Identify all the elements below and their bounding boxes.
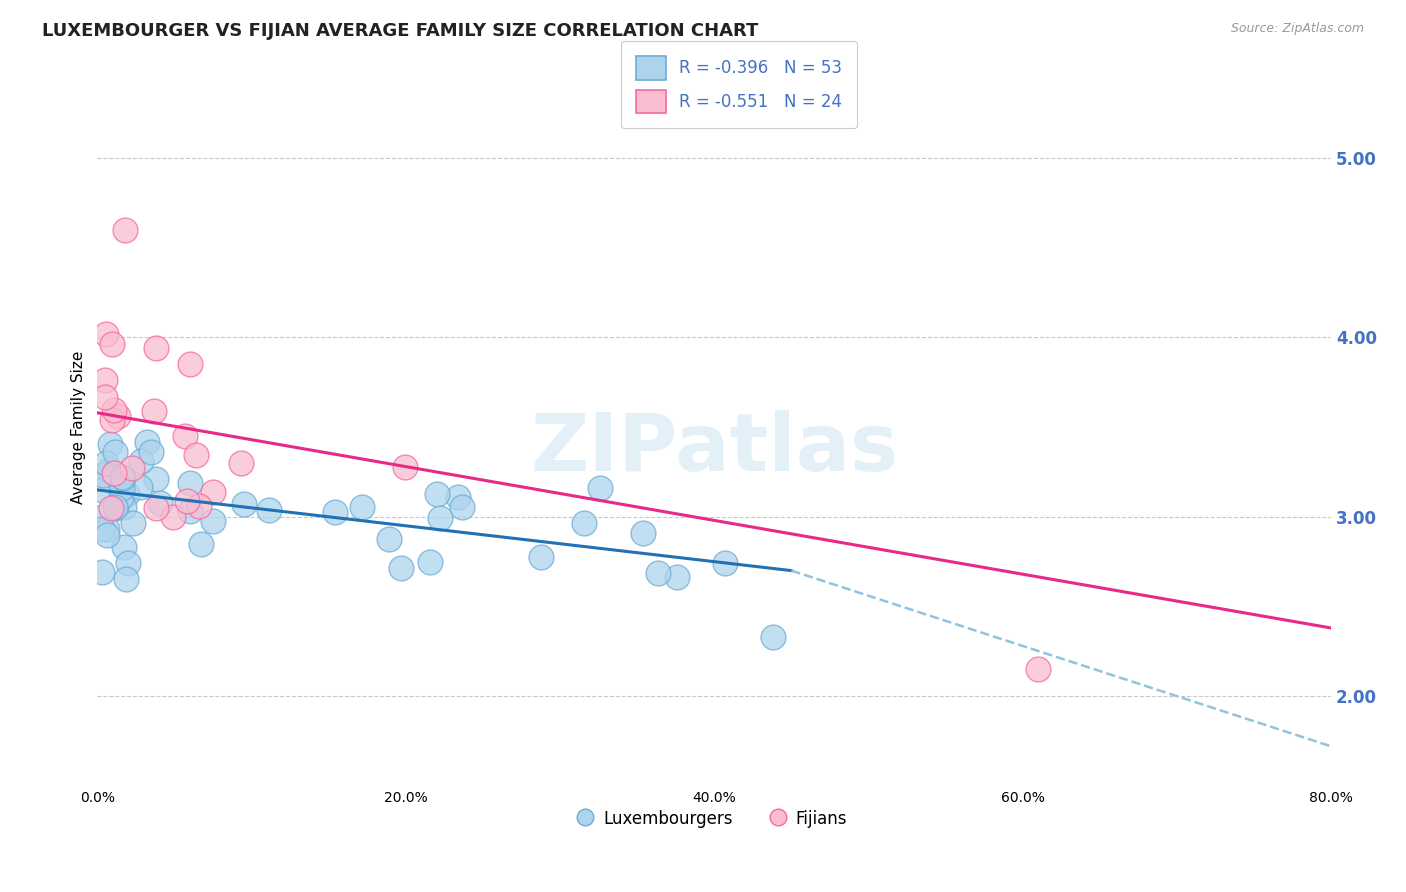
Point: [103, 466, 125, 480]
Point: [117, 556, 139, 570]
Point: [201, 484, 224, 499]
Point: [96, 326, 118, 341]
Y-axis label: Average Family Size: Average Family Size: [72, 351, 86, 504]
Point: [572, 516, 595, 531]
Point: [377, 533, 399, 547]
Point: [139, 445, 162, 459]
Point: [91, 565, 114, 579]
Point: [162, 510, 184, 524]
Point: [173, 429, 195, 443]
Point: [129, 454, 152, 468]
Point: [447, 491, 470, 505]
Point: [111, 470, 134, 484]
Point: [145, 341, 167, 355]
Point: [135, 435, 157, 450]
Point: [91, 510, 114, 524]
Text: ZIPatlas: ZIPatlas: [530, 409, 898, 488]
Text: Source: ZipAtlas.com: Source: ZipAtlas.com: [1230, 22, 1364, 36]
Point: [94, 390, 117, 404]
Point: [94, 373, 117, 387]
Point: [115, 572, 138, 586]
Point: [176, 494, 198, 508]
Point: [762, 630, 785, 644]
Point: [121, 461, 143, 475]
Point: [350, 500, 373, 515]
Point: [323, 505, 346, 519]
Point: [429, 510, 451, 524]
Point: [104, 500, 127, 515]
Point: [1026, 662, 1049, 676]
Point: [91, 467, 114, 482]
Point: [91, 522, 114, 536]
Point: [257, 502, 280, 516]
Point: [184, 448, 207, 462]
Point: [419, 555, 441, 569]
Point: [142, 404, 165, 418]
Point: [121, 516, 143, 531]
Point: [426, 487, 449, 501]
Point: [394, 459, 416, 474]
Text: LUXEMBOURGER VS FIJIAN AVERAGE FAMILY SIZE CORRELATION CHART: LUXEMBOURGER VS FIJIAN AVERAGE FAMILY SI…: [42, 22, 759, 40]
Point: [100, 501, 122, 516]
Point: [201, 514, 224, 528]
Point: [145, 501, 167, 516]
Point: [129, 480, 152, 494]
Point: [530, 549, 553, 564]
Point: [98, 463, 121, 477]
Point: [187, 499, 209, 513]
Point: [647, 566, 669, 580]
Point: [145, 472, 167, 486]
Point: [91, 483, 114, 497]
Point: [96, 522, 118, 536]
Point: [103, 402, 125, 417]
Point: [451, 500, 474, 515]
Point: [101, 413, 124, 427]
Point: [233, 497, 256, 511]
Point: [108, 483, 131, 497]
Point: [112, 540, 135, 554]
Legend: Luxembourgers, Fijians: Luxembourgers, Fijians: [575, 804, 853, 835]
Point: [104, 500, 127, 514]
Point: [231, 456, 253, 470]
Point: [100, 437, 122, 451]
Point: [714, 556, 737, 570]
Point: [104, 444, 127, 458]
Point: [111, 481, 134, 495]
Point: [96, 456, 118, 470]
Point: [112, 500, 135, 514]
Point: [666, 569, 689, 583]
Point: [179, 357, 201, 371]
Point: [110, 490, 132, 504]
Point: [112, 471, 135, 485]
Point: [100, 336, 122, 351]
Point: [107, 409, 129, 423]
Point: [179, 475, 201, 490]
Point: [115, 487, 138, 501]
Point: [389, 560, 412, 574]
Point: [589, 481, 612, 495]
Point: [190, 537, 212, 551]
Point: [631, 526, 654, 541]
Point: [114, 223, 136, 237]
Point: [149, 496, 172, 510]
Point: [96, 528, 118, 542]
Point: [179, 504, 201, 518]
